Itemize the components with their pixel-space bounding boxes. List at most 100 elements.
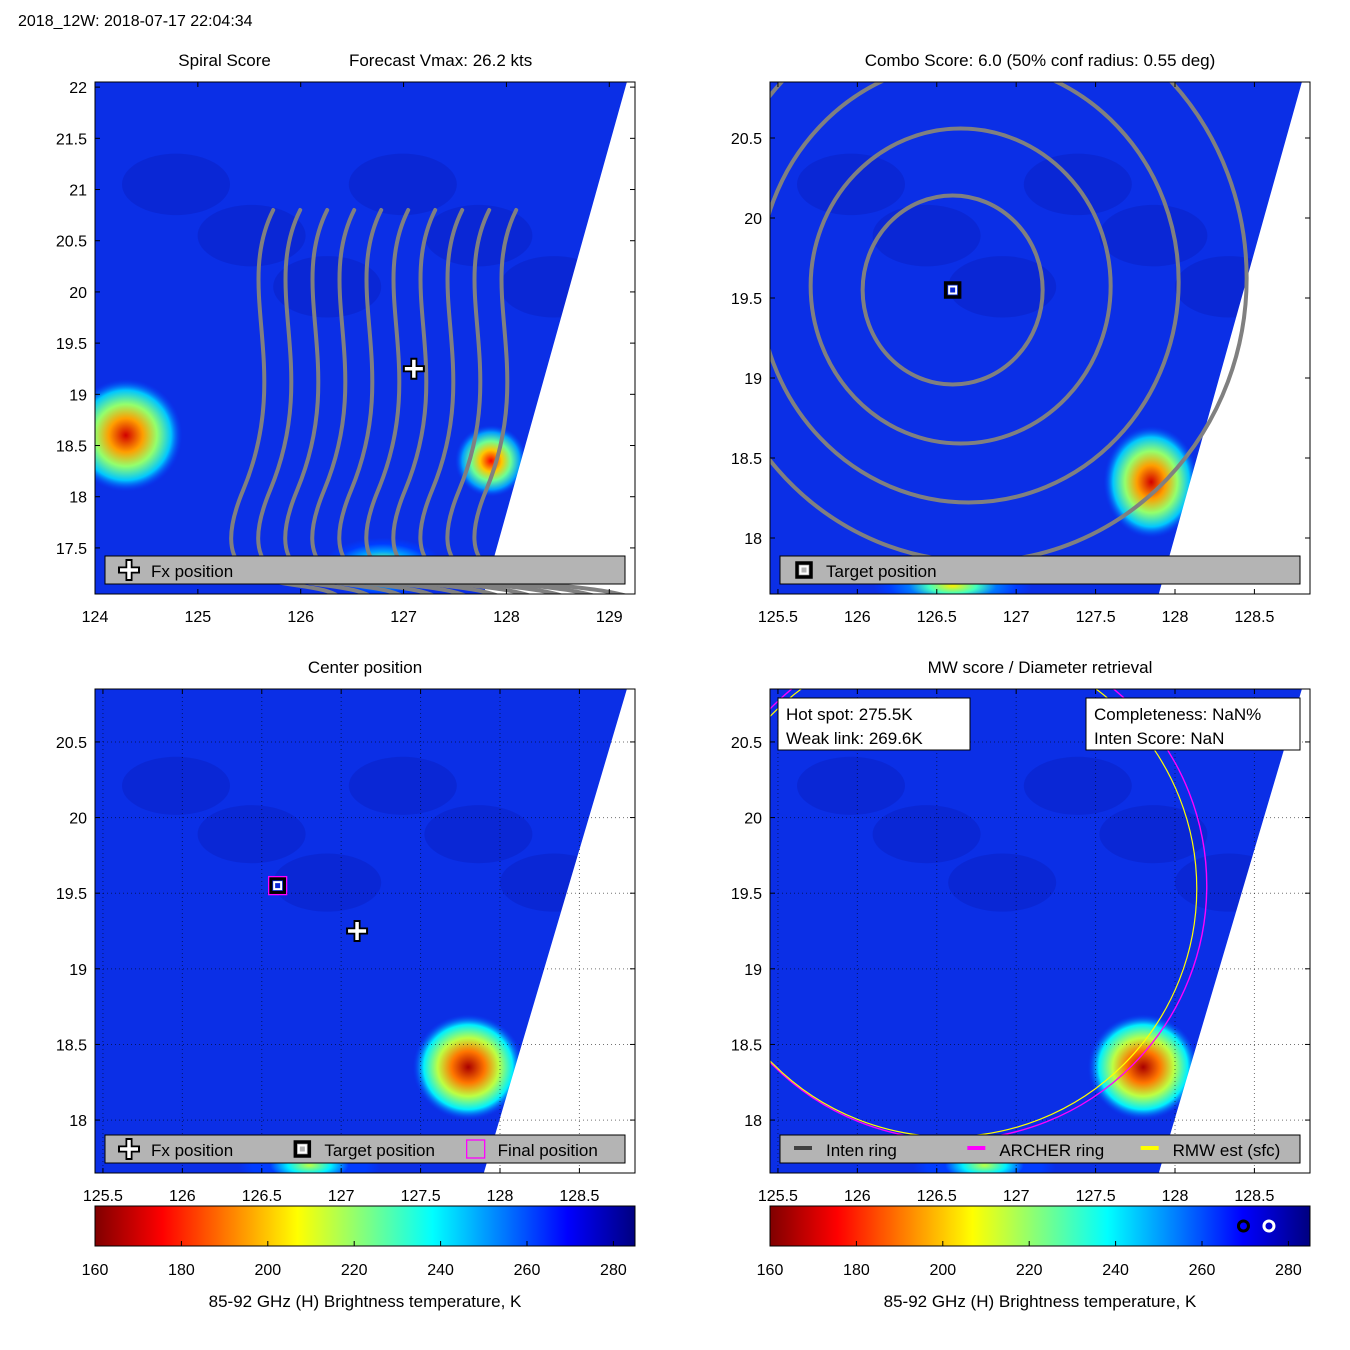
- y-tick-label: 19: [69, 962, 87, 979]
- cold-region: [1099, 204, 1208, 267]
- cold-region: [348, 756, 457, 815]
- spiral-contour: [364, 208, 500, 594]
- panel-title: Combo Score: 6.0 (50% conf radius: 0.55 …: [865, 51, 1216, 70]
- colorbar-temp-marker: [1236, 1219, 1250, 1233]
- cold-region: [273, 256, 382, 318]
- colorbar-tick-label: 260: [1189, 1262, 1216, 1279]
- legend-label: Target position: [826, 562, 937, 581]
- hot-spot: [1103, 426, 1199, 538]
- x-tick-label: 128.5: [559, 1188, 599, 1205]
- target-position-marker: [943, 281, 962, 299]
- cold-region: [122, 756, 230, 815]
- y-tick-label: 19: [744, 371, 762, 388]
- spiral-contour: [445, 208, 596, 594]
- y-tick-label: 18.5: [731, 1037, 762, 1054]
- x-tick-label: 128: [1162, 609, 1189, 626]
- colorbar-label: 85-92 GHz (H) Brightness temperature, K: [209, 1292, 522, 1311]
- x-tick-label: 125.5: [83, 1188, 123, 1205]
- colorbar-temp-marker: [1262, 1219, 1276, 1233]
- colorbar-tick-label: 160: [757, 1262, 784, 1279]
- colorbar-tick-label: 180: [843, 1262, 870, 1279]
- panel-spiral: 124 125 126 127 128 129 17.5 18 18.5 19 19.5 20 20.5…: [56, 51, 636, 626]
- colorbar: 160 180 200 220 240 260 280 85-92 GHz (H) Brigh…: [82, 1205, 636, 1311]
- info-box-completeness: Completeness: NaN% Inten Score: NaN: [1085, 697, 1301, 751]
- x-tick-label: 128.5: [1234, 609, 1274, 626]
- fx-position-marker: [402, 357, 425, 380]
- brightness-field: [770, 82, 1310, 594]
- no-data-region: [483, 82, 635, 594]
- y-tick-label: 18: [744, 531, 762, 548]
- x-tick-label: 125: [185, 609, 212, 626]
- y-tick-label: 20.5: [731, 131, 762, 148]
- cold-region: [948, 256, 1057, 318]
- y-tick-label: 20.5: [731, 735, 762, 752]
- x-tick-label: 126: [169, 1188, 196, 1205]
- legend-box: [779, 555, 1301, 585]
- y-tick-label: 20: [744, 811, 762, 828]
- colorbar-gradient: [94, 1205, 636, 1247]
- info-line: Completeness: NaN%: [1094, 705, 1261, 724]
- spiral-contour: [310, 208, 435, 594]
- hot-spot: [1087, 1014, 1199, 1121]
- colorbar-tick-label: 180: [168, 1262, 195, 1279]
- spiral-contour: [229, 208, 339, 594]
- y-tick-label: 20: [744, 211, 762, 228]
- target-position-marker: [293, 1140, 312, 1158]
- cold-region: [197, 204, 306, 267]
- y-tick-label: 18.5: [56, 1037, 87, 1054]
- y-tick-label: 21.5: [56, 131, 87, 148]
- info-line: Hot spot: 275.5K: [786, 705, 913, 724]
- x-tick-label: 125.5: [758, 1188, 798, 1205]
- x-tick-label: 127.5: [1076, 609, 1116, 626]
- x-tick-label: 127: [390, 609, 417, 626]
- legend: Fx position: [104, 555, 626, 585]
- spiral-contour: [391, 208, 532, 594]
- colorbar-label: 85-92 GHz (H) Brightness temperature, K: [884, 1292, 1197, 1311]
- x-tick-label: 128: [487, 1188, 514, 1205]
- panel-title-left: Spiral Score: [178, 51, 271, 70]
- panel-combo: 125.5 126 126.5 127 127.5 128 128.5 18 18.5 19 19.…: [731, 51, 1311, 626]
- legend-label: Fx position: [151, 1141, 233, 1160]
- axes-frame: [769, 81, 1311, 595]
- info-box-hotspot: Hot spot: 275.5K Weak link: 269.6K: [777, 697, 971, 751]
- x-tick-label: 126.5: [917, 1188, 957, 1205]
- colorbar-tick-label: 280: [600, 1262, 627, 1279]
- spiral-contour: [418, 208, 564, 594]
- legend: Fx position Target position Final position: [104, 1134, 626, 1164]
- x-tick-label: 126.5: [917, 609, 957, 626]
- final-position-marker: [267, 875, 288, 896]
- y-tick-label: 17.5: [56, 541, 87, 558]
- x-tick-label: 127: [1003, 1188, 1030, 1205]
- x-tick-label: 126: [287, 609, 314, 626]
- y-tick-label: 21: [69, 183, 87, 200]
- colorbar-tick-label: 220: [341, 1262, 368, 1279]
- fx-position-marker: [118, 1138, 140, 1160]
- x-tick-label: 127: [1003, 609, 1030, 626]
- colorbar-tick-label: 240: [427, 1262, 454, 1279]
- colorbar-tick-label: 220: [1016, 1262, 1043, 1279]
- legend-label: ARCHER ring: [999, 1141, 1104, 1160]
- y-tick-label: 18.5: [56, 439, 87, 456]
- y-tick-label: 22: [69, 80, 87, 97]
- y-tick-label: 19.5: [731, 291, 762, 308]
- panel-title: MW score / Diameter retrieval: [928, 658, 1153, 677]
- x-tick-label: 127.5: [401, 1188, 441, 1205]
- legend-label: Target position: [324, 1141, 435, 1160]
- no-data-region: [1158, 689, 1310, 1173]
- header-title: 2018_12W: 2018-07-17 22:04:34: [18, 13, 253, 30]
- info-line: Inten Score: NaN: [1094, 729, 1224, 748]
- x-tick-label: 125.5: [758, 609, 798, 626]
- brightness-field: [770, 689, 1310, 1173]
- x-tick-label: 129: [596, 609, 623, 626]
- colorbar-tick-label: 160: [82, 1262, 109, 1279]
- colorbar-tick-label: 260: [514, 1262, 541, 1279]
- hot-spot: [95, 378, 183, 492]
- cold-region: [1023, 756, 1132, 815]
- spiral-contour: [337, 208, 467, 594]
- legend-label: Fx position: [151, 562, 233, 581]
- cold-region: [872, 204, 981, 267]
- panel-mw: 125.5 126 126.5 127 127.5 128 128.5 18 18.5 19 19.…: [731, 658, 1311, 1205]
- hot-spot: [412, 1014, 524, 1121]
- cold-region: [948, 853, 1057, 912]
- cold-region: [797, 153, 905, 216]
